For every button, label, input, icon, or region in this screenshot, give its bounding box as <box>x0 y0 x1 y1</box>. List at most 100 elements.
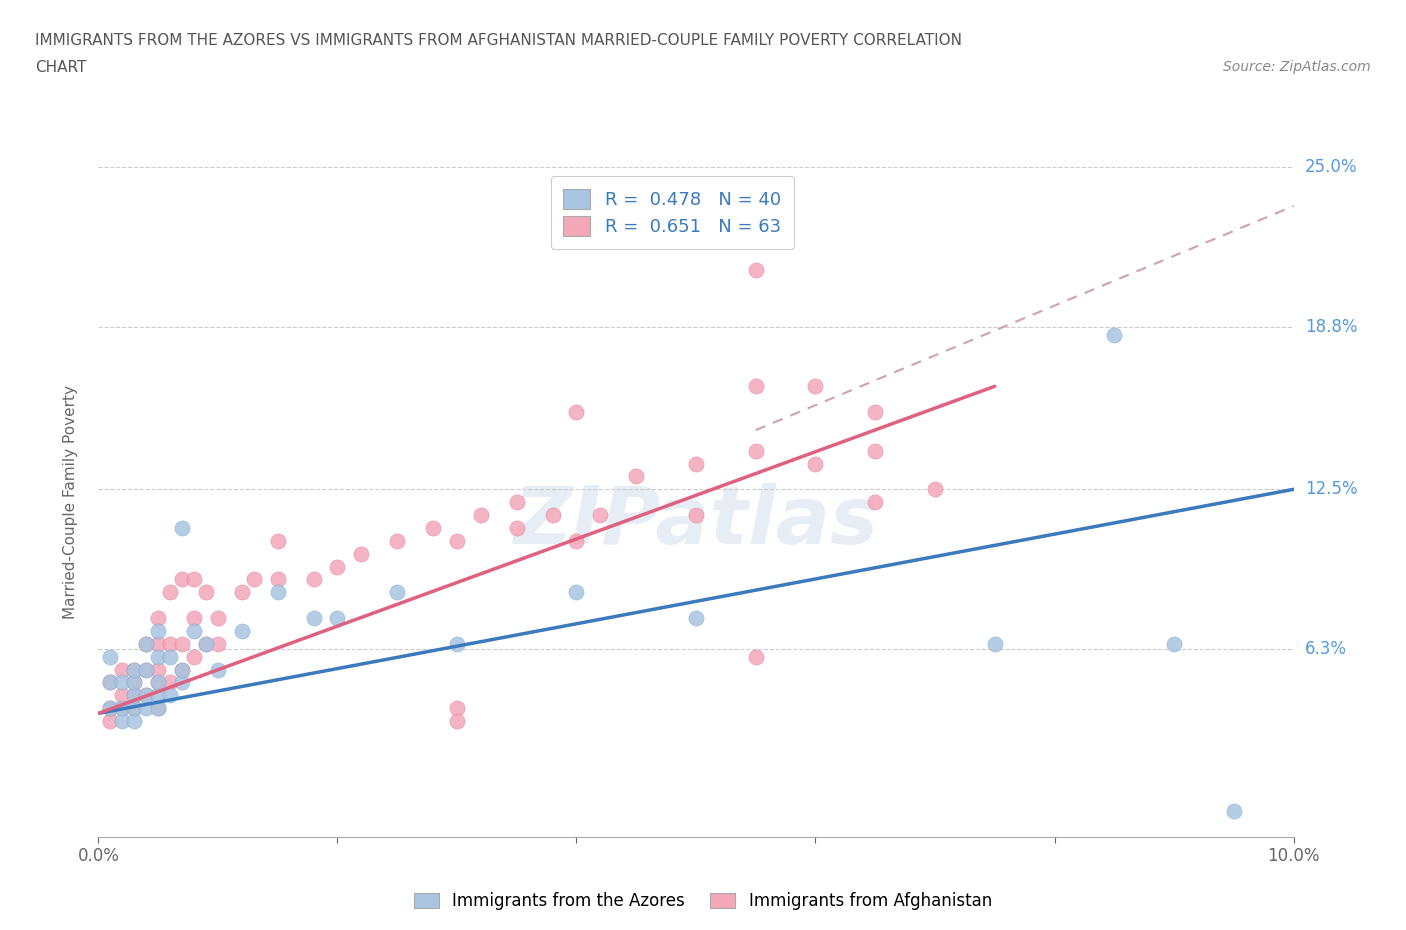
Point <box>745 649 768 664</box>
Point <box>148 675 170 690</box>
Point <box>267 534 290 549</box>
Point <box>745 263 768 278</box>
Point <box>172 636 194 651</box>
Point <box>541 508 564 523</box>
Point <box>98 701 122 716</box>
Point <box>148 611 170 626</box>
Point <box>470 508 492 523</box>
Point <box>148 662 170 677</box>
Point <box>267 572 290 587</box>
Point <box>865 444 887 458</box>
Point <box>183 572 205 587</box>
Point <box>267 585 290 600</box>
Point <box>194 636 218 651</box>
Point <box>207 636 229 651</box>
Point <box>111 713 134 728</box>
Point <box>243 572 266 587</box>
Point <box>98 675 122 690</box>
Point <box>124 688 146 703</box>
Point <box>159 636 181 651</box>
Point <box>148 701 170 716</box>
Point <box>924 482 946 497</box>
Point <box>1223 804 1246 818</box>
Point <box>183 649 205 664</box>
Point <box>446 701 468 716</box>
Point <box>565 405 588 419</box>
Text: 18.8%: 18.8% <box>1305 318 1357 336</box>
Text: CHART: CHART <box>35 60 87 75</box>
Point <box>183 623 205 638</box>
Text: 25.0%: 25.0% <box>1305 158 1357 177</box>
Point <box>172 572 194 587</box>
Point <box>148 688 170 703</box>
Point <box>124 675 146 690</box>
Point <box>135 636 157 651</box>
Point <box>446 534 468 549</box>
Point <box>159 675 181 690</box>
Text: 12.5%: 12.5% <box>1305 480 1357 498</box>
Point <box>124 688 146 703</box>
Point <box>624 469 647 484</box>
Point <box>207 662 229 677</box>
Point <box>111 662 134 677</box>
Point <box>148 701 170 716</box>
Point <box>865 405 887 419</box>
Point <box>506 495 529 510</box>
Point <box>159 585 181 600</box>
Point <box>685 508 707 523</box>
Point <box>865 495 887 510</box>
Point <box>111 701 134 716</box>
Point <box>135 688 157 703</box>
Point <box>326 559 349 574</box>
Point <box>124 701 146 716</box>
Point <box>302 611 325 626</box>
Point <box>385 534 409 549</box>
Point <box>172 521 194 536</box>
Point <box>98 713 122 728</box>
Point <box>111 675 134 690</box>
Point <box>207 611 229 626</box>
Point <box>124 713 146 728</box>
Point <box>183 611 205 626</box>
Point <box>124 701 146 716</box>
Point <box>172 675 194 690</box>
Point <box>111 688 134 703</box>
Point <box>172 662 194 677</box>
Point <box>148 649 170 664</box>
Point <box>159 688 181 703</box>
Point <box>194 636 218 651</box>
Point <box>98 649 122 664</box>
Point <box>124 675 146 690</box>
Point <box>194 585 218 600</box>
Point <box>422 521 444 536</box>
Point <box>148 636 170 651</box>
Point <box>983 636 1005 651</box>
Point <box>804 456 827 471</box>
Point <box>745 379 768 393</box>
Point <box>446 713 468 728</box>
Point <box>135 701 157 716</box>
Point <box>98 675 122 690</box>
Point <box>98 701 122 716</box>
Y-axis label: Married-Couple Family Poverty: Married-Couple Family Poverty <box>63 385 77 619</box>
Point <box>565 585 588 600</box>
Text: ZIPatlas: ZIPatlas <box>513 484 879 562</box>
Point <box>385 585 409 600</box>
Point <box>124 662 146 677</box>
Point <box>685 456 707 471</box>
Point <box>506 521 529 536</box>
Point <box>446 636 468 651</box>
Point <box>745 444 768 458</box>
Point <box>135 662 157 677</box>
Point <box>565 534 588 549</box>
Point <box>302 572 325 587</box>
Point <box>135 688 157 703</box>
Point <box>148 675 170 690</box>
Point <box>1104 327 1126 342</box>
Point <box>124 662 146 677</box>
Point <box>589 508 612 523</box>
Point <box>685 611 707 626</box>
Text: IMMIGRANTS FROM THE AZORES VS IMMIGRANTS FROM AFGHANISTAN MARRIED-COUPLE FAMILY : IMMIGRANTS FROM THE AZORES VS IMMIGRANTS… <box>35 33 962 47</box>
Point <box>804 379 827 393</box>
Point <box>326 611 349 626</box>
